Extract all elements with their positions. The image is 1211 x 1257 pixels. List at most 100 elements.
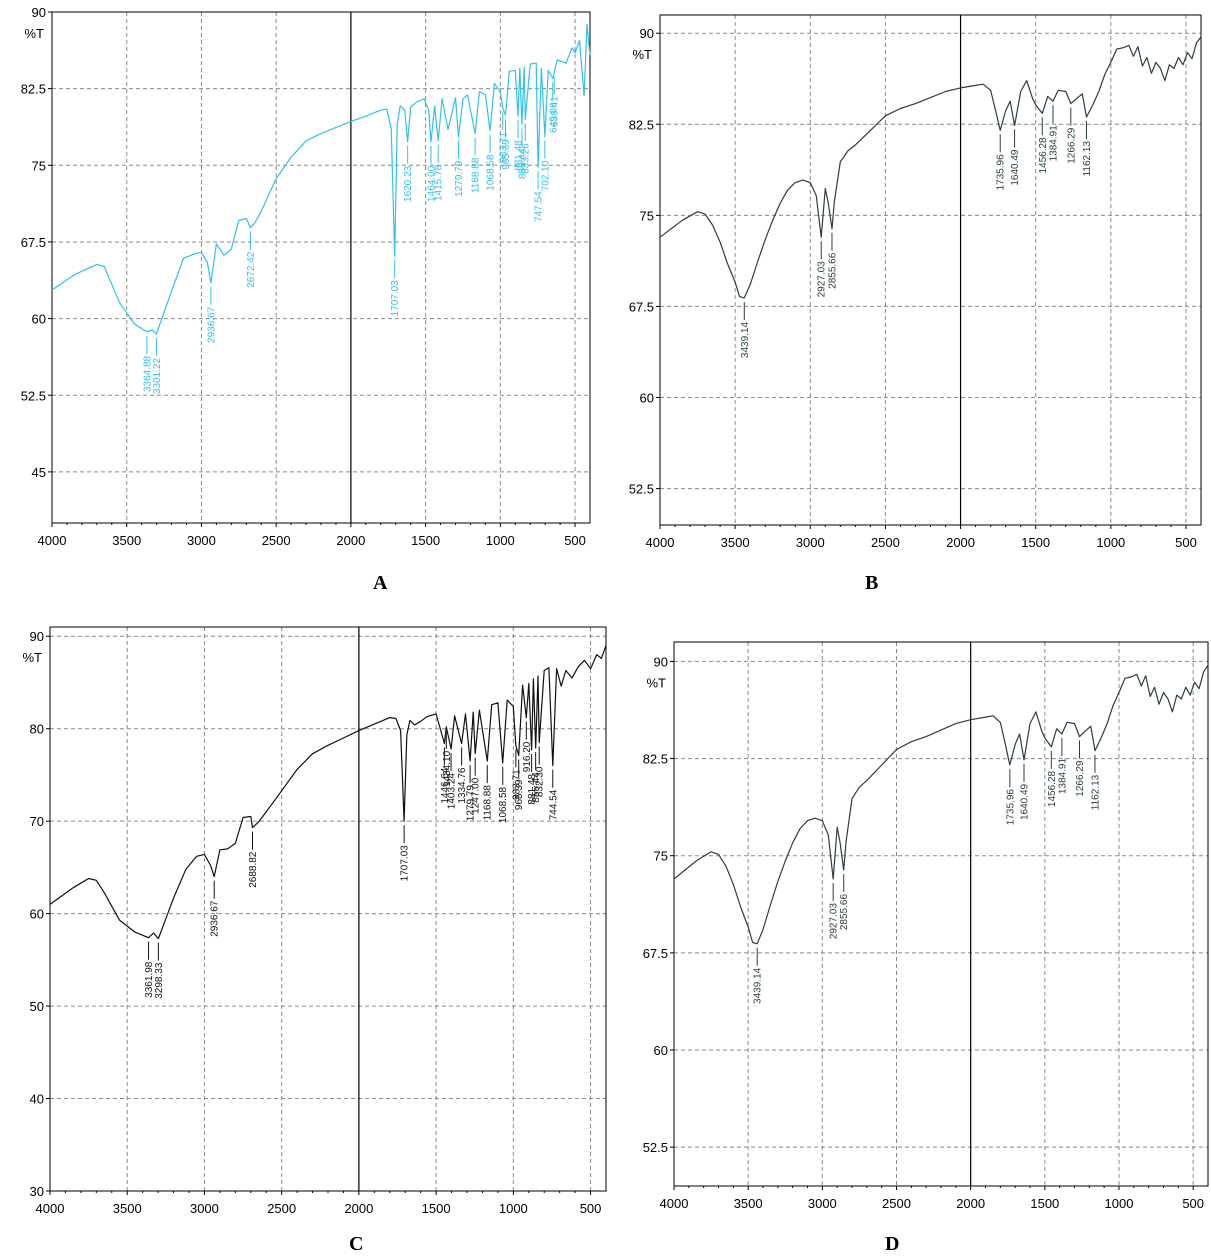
y-tick-label: 70 xyxy=(30,814,44,829)
y-tick-label: 90 xyxy=(30,629,44,644)
peak-label: 881.48 xyxy=(514,140,525,171)
peak-label: 2927.03 xyxy=(817,261,828,298)
grid-d xyxy=(670,642,1208,1190)
peak-label: 649.06 xyxy=(548,102,559,133)
panel-label-d: D xyxy=(885,1233,900,1255)
peak-label: 1168.88 xyxy=(471,157,482,193)
peak-label: 744.54 xyxy=(548,789,559,820)
peak-label: 1279.79 xyxy=(454,160,465,197)
spectrum-chart-c: 30 40 50 60 70 80 90 4000 3500 3000 2500 2000 1500 10… xyxy=(23,626,607,1216)
spectrum-panel-c: 30 40 50 60 70 80 90 4000 3500 3000 2500 2000 1500 10… xyxy=(0,615,610,1257)
x-tick-label: 3500 xyxy=(112,533,141,548)
peak-label: 2855.66 xyxy=(839,894,850,931)
y-tick-label: 67.5 xyxy=(629,299,654,314)
peak-label: 2927.03 xyxy=(829,903,840,940)
peak-label: 3361.98 xyxy=(144,961,155,998)
x-tick-label: 2500 xyxy=(882,1196,911,1211)
x-tick-label: 4000 xyxy=(660,1196,689,1211)
x-tick-label: 3500 xyxy=(721,535,750,550)
x-tick-label: 1000 xyxy=(1096,535,1125,550)
peak-label: 965.39 xyxy=(514,779,525,810)
y-tick-label: 75 xyxy=(654,849,668,864)
peak-label: 1640.49 xyxy=(1010,149,1021,186)
peak-label: 1266.29 xyxy=(1075,760,1086,797)
peak-label: 855.44 xyxy=(517,148,528,179)
peak-label: 3364.88 xyxy=(142,355,153,392)
peak-label: 2672.42 xyxy=(246,251,257,288)
panel-label-b: B xyxy=(865,572,879,594)
y-tick-label: 67.5 xyxy=(643,946,668,961)
peak-label: 3439.14 xyxy=(753,967,764,1004)
y-tick-label: 82.5 xyxy=(629,117,654,132)
peak-label: 1279.79 xyxy=(466,785,477,822)
peak-label: 832.30 xyxy=(535,766,546,797)
x-tick-label: 1000 xyxy=(499,1201,528,1216)
spectrum-line-c xyxy=(49,645,607,940)
x-tick-label: 1500 xyxy=(411,533,440,548)
x-tick-label: 4000 xyxy=(646,535,675,550)
peak-label: 1620.23 xyxy=(403,165,414,202)
x-tick-label: 2000 xyxy=(956,1196,985,1211)
peak-label: 2855.66 xyxy=(827,252,838,289)
x-tick-label: 1000 xyxy=(1105,1196,1134,1211)
peak-label: 1464.00 xyxy=(426,165,437,202)
x-tick-label: 3000 xyxy=(187,533,216,548)
spectrum-line-b xyxy=(659,36,1202,299)
x-tick-label: 1500 xyxy=(1021,535,1050,550)
peak-label: 1403.24 xyxy=(447,773,458,810)
peak-label: 983.71 xyxy=(498,132,509,163)
spectrum-panel-a: 45 52.5 60 67.5 75 82.5 90 4000 3500 3000 2500 2000… xyxy=(0,0,600,600)
x-tick-label: 3500 xyxy=(734,1196,763,1211)
y-tick-label: 52.5 xyxy=(21,388,46,403)
peak-label: 702.10 xyxy=(540,160,551,191)
x-tick-label: 500 xyxy=(580,1201,602,1216)
peak-label: 1735.96 xyxy=(1005,789,1016,826)
y-tick-label: 90 xyxy=(654,654,668,669)
x-tick-label: 2000 xyxy=(336,533,365,548)
peak-label: 2936.67 xyxy=(206,306,217,343)
peak-label: 639.41 xyxy=(550,96,561,127)
y-tick-label: 30 xyxy=(30,1184,44,1199)
peak-label: 1707.03 xyxy=(390,280,401,317)
x-tick-label: 1000 xyxy=(486,533,515,548)
x-tick-label: 4000 xyxy=(38,533,67,548)
x-tick-label: 500 xyxy=(1182,1196,1204,1211)
peak-label: 1068.58 xyxy=(498,786,509,823)
peak-label: 1434.10 xyxy=(442,750,453,787)
y-tick-label: 60 xyxy=(30,907,44,922)
x-tick-label: 2000 xyxy=(344,1201,373,1216)
y-tick-label: 52.5 xyxy=(629,482,654,497)
x-tick-label: 4000 xyxy=(36,1201,65,1216)
peak-label: 965.39 xyxy=(501,139,512,170)
peak-label: 1162.13 xyxy=(1082,141,1093,177)
peak-label: 1266.29 xyxy=(1066,127,1077,164)
x-tick-label: 2000 xyxy=(946,535,975,550)
x-tick-label: 3000 xyxy=(808,1196,837,1211)
y-tick-label: 60 xyxy=(654,1043,668,1058)
spectrum-chart-d: 52.5 60 67.5 75 82.5 90 4000 3500 3000 2500 2000 15… xyxy=(643,641,1209,1211)
y-tick-label: 80 xyxy=(30,722,44,737)
plot-frame-c xyxy=(49,626,607,1192)
y-tick-label: 60 xyxy=(640,391,654,406)
x-tick-label: 3000 xyxy=(796,535,825,550)
plot-frame-d xyxy=(673,641,1209,1187)
y-tick-label: 52.5 xyxy=(643,1140,668,1155)
x-tick-label: 2500 xyxy=(267,1201,296,1216)
peak-label: 3298.33 xyxy=(154,962,165,999)
peak-label: 1068.58 xyxy=(486,154,497,191)
spectrum-panel-b: 52.5 60 67.5 75 82.5 90 4000 3500 3000 2500 2000 15… xyxy=(610,0,1211,600)
y-axis-label: %T xyxy=(633,47,653,62)
y-tick-label: 82.5 xyxy=(643,752,668,767)
peak-label: 1334.76 xyxy=(457,767,468,804)
peak-labels-d: 3439.14 2927.03 2855.66 1735.96 1640.49 1456.… xyxy=(753,737,1101,1004)
spectrum-line-d xyxy=(673,664,1209,945)
peak-label: 1640.49 xyxy=(1019,783,1030,820)
y-tick-label: 75 xyxy=(640,208,654,223)
y-tick-label: 60 xyxy=(32,312,46,327)
peak-label: 881.48 xyxy=(527,774,538,805)
x-tick-label: 500 xyxy=(1175,535,1197,550)
peak-label: 3301.22 xyxy=(152,358,163,395)
spectrum-chart-a: 45 52.5 60 67.5 75 82.5 90 4000 3500 3000 2500 2000… xyxy=(21,5,591,548)
x-tick-label: 3500 xyxy=(113,1201,142,1216)
